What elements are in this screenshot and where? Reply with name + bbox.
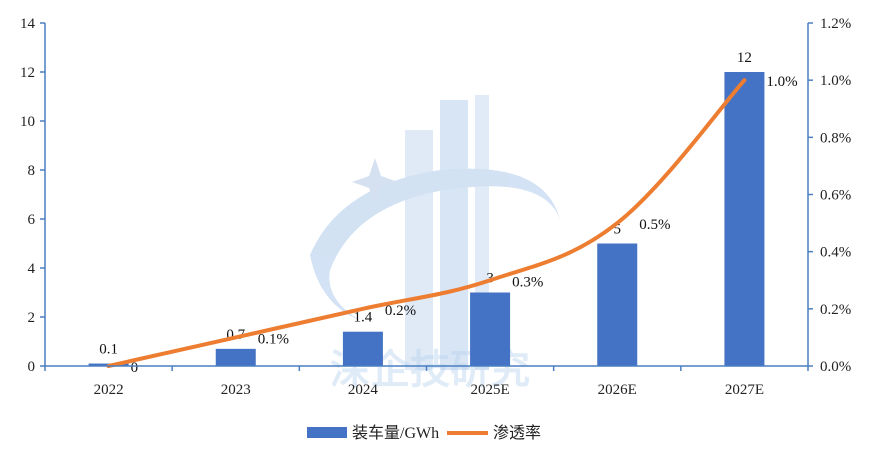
line-series-path bbox=[106, 78, 747, 368]
x-tick-label: 2024 bbox=[348, 382, 379, 398]
x-tick-label: 2023 bbox=[221, 382, 251, 398]
x-tick-label: 2022 bbox=[94, 382, 124, 398]
line-data-label: 0.1% bbox=[258, 331, 289, 347]
legend: 装车量/GWh 渗透率 bbox=[307, 424, 541, 442]
left-tick-label: 4 bbox=[28, 261, 36, 277]
right-tick-label: 0.8% bbox=[820, 130, 851, 146]
left-tick-label: 0 bbox=[28, 359, 36, 375]
left-tick-label: 12 bbox=[20, 65, 35, 81]
line-data-label: 0.5% bbox=[639, 217, 670, 233]
x-tick-label: 2027E bbox=[725, 382, 764, 398]
left-tick-label: 6 bbox=[28, 212, 36, 228]
line-data-label: 1.0% bbox=[766, 74, 797, 90]
line-data-label: 0 bbox=[131, 360, 139, 376]
bar bbox=[597, 243, 638, 366]
bar-data-label: 0.1 bbox=[99, 342, 118, 358]
bar bbox=[470, 292, 511, 366]
bar-data-label: 5 bbox=[614, 222, 622, 238]
legend-bar-label: 装车量/GWh bbox=[352, 424, 439, 442]
right-tick-label: 0.0% bbox=[820, 359, 851, 375]
right-tick-label: 0.6% bbox=[820, 188, 851, 204]
right-tick-label: 1.0% bbox=[820, 73, 851, 89]
left-tick-label: 14 bbox=[20, 16, 36, 32]
bar bbox=[724, 72, 765, 366]
bar-data-label: 12 bbox=[737, 50, 752, 66]
x-tick-label: 2026E bbox=[598, 382, 637, 398]
right-tick-label: 0.4% bbox=[820, 245, 851, 261]
left-tick-label: 10 bbox=[20, 114, 35, 130]
right-tick-label: 0.2% bbox=[820, 302, 851, 318]
line-data-label: 0.2% bbox=[385, 303, 416, 319]
bar bbox=[215, 348, 256, 366]
right-tick-label: 1.2% bbox=[820, 16, 851, 32]
x-tick-label: 2025E bbox=[470, 382, 509, 398]
legend-line-label: 渗透率 bbox=[493, 424, 541, 442]
bar-data-label: 1.4 bbox=[354, 310, 373, 326]
left-tick-label: 2 bbox=[28, 310, 36, 326]
left-tick-label: 8 bbox=[28, 163, 36, 179]
watermark-logo bbox=[310, 95, 560, 370]
legend-bar-swatch bbox=[307, 427, 347, 438]
line-data-label: 0.3% bbox=[512, 274, 543, 290]
bar bbox=[342, 331, 383, 366]
